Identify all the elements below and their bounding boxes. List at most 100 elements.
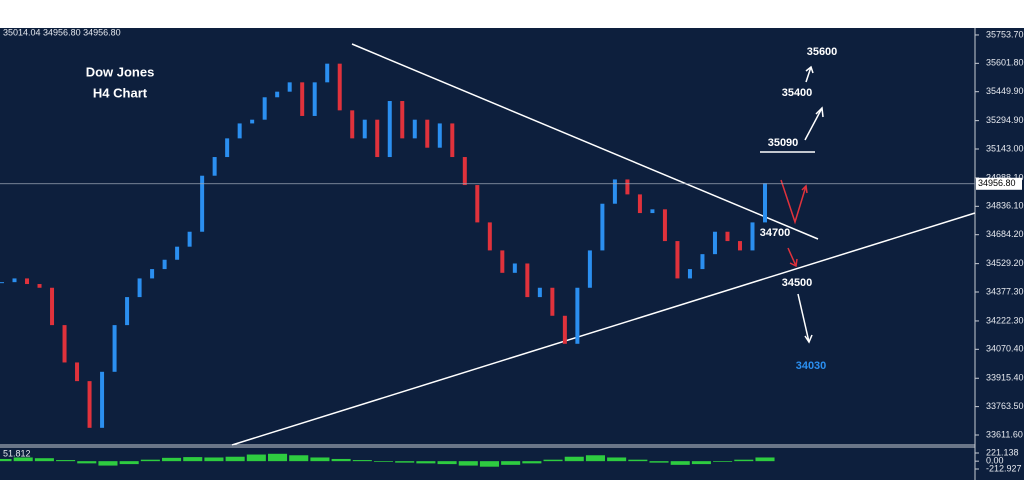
arrow-head — [804, 334, 813, 344]
y-tick-label: 34070.40 — [986, 344, 1024, 354]
histogram-bar — [183, 457, 203, 462]
histogram-bar — [225, 456, 245, 462]
red-arrows — [780, 179, 808, 268]
histogram-bar — [458, 461, 478, 466]
candle — [37, 284, 42, 288]
y-tick-label: 34988.10 — [986, 172, 1024, 182]
histogram-bar — [56, 460, 76, 462]
candle — [400, 101, 405, 139]
annotation: Dow Jones — [86, 64, 155, 79]
candle — [150, 269, 155, 279]
candle — [187, 231, 192, 247]
histogram-bar — [564, 456, 584, 462]
ohlc-text: 35014.04 34956.80 34956.80 — [3, 27, 121, 37]
histogram-bar — [607, 457, 627, 462]
histogram-bar — [670, 461, 690, 465]
annotation: H4 Chart — [93, 85, 148, 100]
candle — [337, 63, 342, 111]
candle — [175, 246, 180, 260]
candle — [637, 194, 642, 214]
candle — [462, 157, 467, 186]
candle — [100, 371, 105, 428]
candle — [512, 263, 517, 273]
candle — [725, 231, 730, 242]
candle — [650, 209, 655, 214]
candle — [687, 269, 692, 279]
candle — [287, 82, 292, 92]
indicator-tick-label: 0.00 — [986, 456, 1004, 466]
y-tick-label: 35449.90 — [986, 86, 1024, 96]
candle — [375, 119, 380, 158]
y-tick-label: 33763.50 — [986, 401, 1024, 411]
histogram-bar — [331, 458, 351, 462]
candle — [300, 82, 305, 116]
trend-lines — [231, 43, 976, 446]
arrow-head — [805, 65, 814, 74]
histogram-bar — [119, 461, 139, 465]
candle — [500, 250, 505, 273]
candle — [575, 287, 580, 344]
histogram-bar — [204, 457, 224, 462]
histogram-bar — [395, 461, 415, 463]
level-label: 34030 — [796, 360, 827, 372]
candle — [612, 179, 617, 204]
histogram-bar — [13, 457, 33, 462]
histogram-bar — [501, 461, 521, 465]
candle — [450, 123, 455, 158]
histogram-bar — [34, 458, 54, 462]
candle — [700, 254, 705, 270]
histogram-bar — [162, 457, 182, 462]
candle — [625, 179, 630, 195]
candle — [362, 119, 367, 139]
candle — [50, 287, 55, 326]
y-tick-label: 34222.30 — [986, 315, 1024, 325]
histogram-bar — [140, 459, 160, 462]
y-tick-label: 35294.90 — [986, 115, 1024, 125]
histogram-bar — [98, 461, 118, 466]
y-tick-label: 34836.10 — [986, 201, 1024, 211]
candle — [325, 63, 330, 83]
chart-background — [0, 28, 1024, 480]
candle — [712, 231, 717, 255]
candle — [587, 250, 592, 288]
arrow-head — [815, 106, 824, 118]
histogram-bar — [416, 461, 436, 464]
histogram-bar — [522, 461, 542, 464]
arrow-head — [789, 258, 798, 268]
candle — [112, 325, 117, 372]
candle — [312, 82, 317, 116]
candle — [487, 222, 492, 251]
y-tick-label: 34684.20 — [986, 229, 1024, 239]
candle — [675, 241, 680, 279]
histogram-bar — [734, 459, 754, 462]
histogram-bar — [373, 461, 394, 462]
candle — [387, 101, 392, 158]
histogram-bar — [267, 453, 288, 462]
candle — [162, 259, 167, 270]
candle — [350, 110, 355, 139]
candle — [87, 381, 92, 428]
level-label: 35600 — [807, 46, 838, 58]
current-price-label: 34956.80 — [978, 178, 1016, 188]
candle — [262, 97, 267, 120]
candle — [525, 263, 530, 298]
histogram-bar — [691, 461, 711, 465]
arrow — [787, 247, 797, 267]
histogram-bar — [352, 460, 372, 462]
candle — [550, 287, 555, 316]
candle — [737, 241, 742, 251]
histogram-bar — [543, 459, 563, 462]
histogram-bar — [755, 457, 775, 462]
y-tick-label: 34529.20 — [986, 258, 1024, 268]
y-tick-label: 33611.60 — [986, 429, 1023, 439]
candle — [412, 119, 417, 139]
candle — [62, 325, 67, 363]
candle — [600, 203, 605, 251]
arrow-head — [801, 184, 808, 194]
candle — [212, 157, 217, 176]
candle — [25, 278, 30, 285]
candle — [275, 91, 280, 98]
top-bar — [0, 0, 1024, 28]
